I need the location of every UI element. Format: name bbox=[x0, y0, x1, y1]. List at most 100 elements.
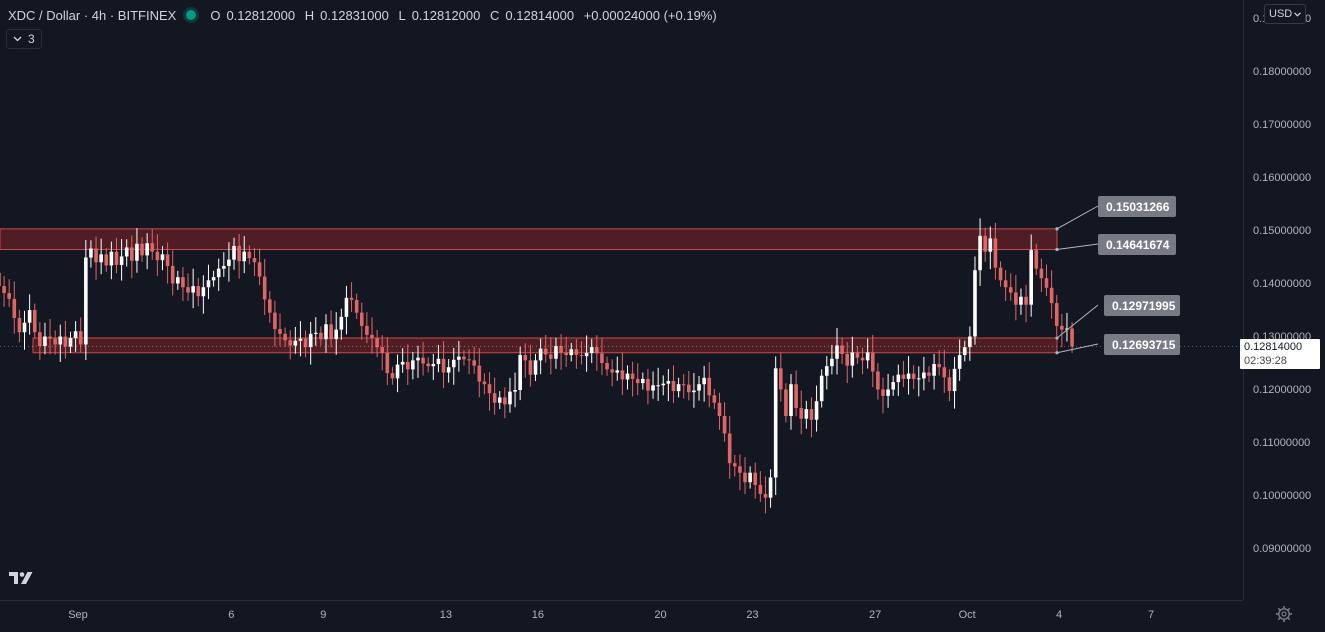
bar-countdown: 02:39:28 bbox=[1244, 355, 1287, 367]
candle-body bbox=[247, 251, 252, 259]
candle-body bbox=[492, 393, 497, 403]
price-axis-tick: 0.17000000 bbox=[1253, 118, 1312, 131]
candle-body bbox=[308, 333, 313, 348]
candle-body bbox=[733, 463, 737, 467]
candle-body bbox=[94, 248, 98, 263]
candle-body bbox=[855, 352, 860, 358]
candle-body bbox=[1003, 280, 1008, 288]
currency-label: USD bbox=[1269, 8, 1293, 20]
candle-body bbox=[400, 361, 405, 365]
candle-body bbox=[140, 243, 144, 256]
candle-body bbox=[155, 251, 160, 261]
candle-body bbox=[319, 332, 323, 340]
candle-body bbox=[293, 340, 298, 346]
currency-selector[interactable]: USD bbox=[1264, 4, 1307, 24]
high-value: 0.12831000 bbox=[320, 7, 389, 23]
candle-body bbox=[835, 345, 839, 359]
candle-body bbox=[687, 384, 691, 393]
candle-body bbox=[426, 363, 430, 367]
candle-body bbox=[789, 384, 793, 416]
candle-body bbox=[242, 251, 247, 262]
price-axis-tick: 0.10000000 bbox=[1253, 489, 1312, 502]
level-anchor-point bbox=[1055, 336, 1059, 340]
symbol-title[interactable]: XDC / Dollar · 4h · BITFINEX bbox=[8, 7, 177, 23]
candle-body bbox=[477, 365, 482, 382]
price-axis-tick: 0.18000000 bbox=[1253, 65, 1312, 78]
chart-plot-area[interactable] bbox=[0, 0, 1243, 600]
candle-body bbox=[334, 329, 339, 340]
price-axis[interactable]: 0.09000000 0.10000000 0.11000000 0.12000000… bbox=[1243, 0, 1325, 600]
candle-body bbox=[206, 280, 211, 288]
candle-body bbox=[651, 385, 655, 391]
candle-body bbox=[794, 384, 798, 409]
candle-body bbox=[252, 258, 257, 263]
candle-body bbox=[109, 251, 114, 266]
candle-body bbox=[901, 374, 906, 379]
time-axis-tick: 4 bbox=[1056, 609, 1063, 621]
candle-body bbox=[211, 277, 216, 281]
price-axis-tick: 0.15000000 bbox=[1253, 224, 1312, 237]
candle-body bbox=[681, 384, 686, 386]
candle-body bbox=[176, 277, 180, 284]
candle-body bbox=[160, 254, 165, 261]
market-status-dot-icon[interactable] bbox=[186, 10, 197, 20]
candle-body bbox=[538, 348, 543, 361]
candle-body bbox=[1054, 303, 1059, 326]
support-resistance-zone bbox=[0, 228, 1058, 250]
candle-body bbox=[380, 347, 385, 353]
price-level-label[interactable]: 0.12971995 bbox=[1104, 295, 1180, 316]
high-label: H bbox=[304, 7, 315, 23]
candle-body bbox=[968, 336, 972, 348]
candle-body bbox=[809, 409, 814, 420]
candle-body bbox=[773, 368, 778, 478]
candle-body bbox=[298, 338, 303, 341]
candle-body bbox=[666, 381, 671, 384]
candle-body bbox=[998, 267, 1003, 281]
candle-body bbox=[993, 238, 998, 268]
price-level-label[interactable]: 0.14641674 bbox=[1098, 234, 1176, 255]
level-anchor-point bbox=[1055, 351, 1059, 355]
candle-body bbox=[451, 359, 456, 368]
candle-body bbox=[549, 354, 553, 359]
open-value: 0.12812000 bbox=[226, 7, 296, 23]
candle-body bbox=[799, 408, 804, 419]
candle-body bbox=[508, 391, 512, 405]
price-level-label[interactable]: 0.12693715 bbox=[1104, 334, 1180, 355]
candle-body bbox=[354, 299, 359, 313]
candle-body bbox=[278, 329, 282, 334]
candle-body bbox=[431, 364, 436, 367]
candle-body bbox=[922, 372, 926, 379]
indicators-toggle-button[interactable]: 3 bbox=[6, 29, 42, 49]
candle-body bbox=[814, 401, 819, 420]
candle-body bbox=[881, 389, 885, 396]
time-axis[interactable]: Sep 6 9 13 16 20 23 27 Oct 4 7 bbox=[0, 600, 1243, 632]
time-axis-tick: 6 bbox=[228, 609, 235, 621]
candle-body bbox=[1049, 287, 1054, 304]
candle-body bbox=[482, 381, 487, 385]
price-level-label[interactable]: 0.15031266 bbox=[1098, 196, 1176, 217]
indicators-count: 3 bbox=[28, 32, 35, 46]
candle-body bbox=[22, 322, 27, 333]
tradingview-logo-icon[interactable] bbox=[8, 568, 34, 588]
candle-body bbox=[390, 373, 395, 379]
price-axis-tick: 0.14000000 bbox=[1253, 277, 1312, 290]
candle-body bbox=[753, 472, 758, 485]
candle-body bbox=[27, 310, 32, 323]
price-chart[interactable] bbox=[0, 0, 1243, 600]
candle-body bbox=[32, 310, 37, 333]
candle-body bbox=[1065, 328, 1069, 330]
candle-body bbox=[130, 247, 134, 261]
candle-body bbox=[12, 298, 17, 318]
gear-icon[interactable] bbox=[1275, 605, 1293, 623]
candle-body bbox=[201, 287, 206, 297]
candle-body bbox=[104, 254, 109, 266]
candle-body bbox=[784, 389, 788, 416]
candle-body bbox=[416, 357, 420, 361]
price-axis-tick: 0.09000000 bbox=[1253, 542, 1312, 555]
level-anchor-point bbox=[1055, 227, 1059, 231]
time-axis-tick: 9 bbox=[320, 609, 327, 621]
candle-body bbox=[114, 251, 119, 265]
candle-body bbox=[421, 357, 425, 364]
candle-body bbox=[559, 346, 563, 353]
candle-body bbox=[181, 277, 185, 288]
